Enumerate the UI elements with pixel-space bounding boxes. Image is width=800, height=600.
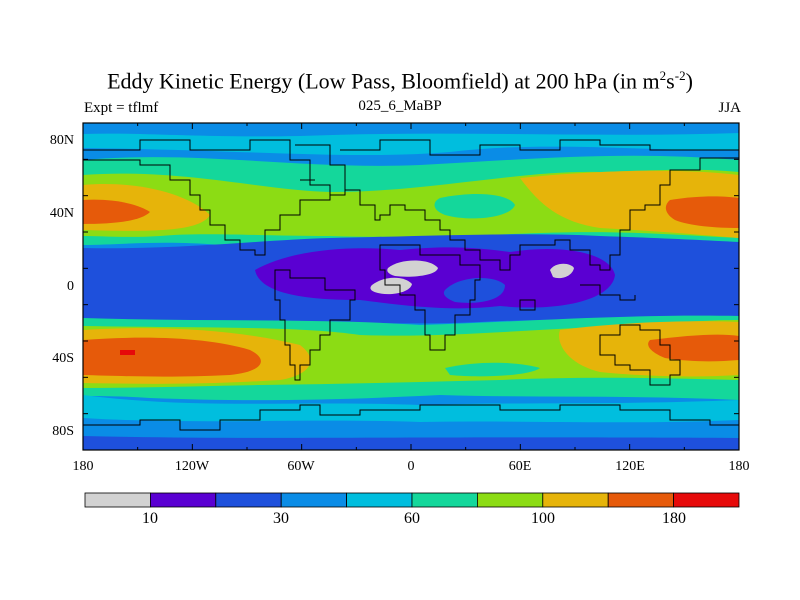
colorbar-label: 180 bbox=[662, 510, 686, 527]
coastline-australia bbox=[599, 324, 681, 386]
lon-tick-label: 0 bbox=[407, 459, 415, 474]
coastline-eurasia bbox=[340, 139, 739, 271]
coastline-africa bbox=[379, 244, 481, 351]
contour-min-3 bbox=[550, 263, 574, 279]
coastlines bbox=[83, 139, 739, 431]
colorbar-label: 60 bbox=[404, 510, 420, 527]
colorbar-swatch bbox=[607, 492, 675, 508]
coastline-greenland bbox=[295, 144, 346, 200]
axis-ticks bbox=[82, 122, 740, 451]
lat-tick-label: 40N bbox=[49, 206, 74, 221]
lon-tick-label: 120W bbox=[174, 459, 210, 474]
run-label: 025_6_MaBP bbox=[358, 98, 442, 114]
coastline-south-america bbox=[274, 269, 356, 381]
colorbar bbox=[84, 492, 740, 508]
contour-south-jet-core-w bbox=[83, 337, 261, 377]
lon-tick-label: 180 bbox=[728, 459, 750, 474]
lon-tick-label: 180 bbox=[72, 459, 94, 474]
colorbar-swatch bbox=[346, 492, 413, 508]
experiment-label: Expt = tflmf bbox=[84, 100, 159, 116]
contour-south-jet-gap bbox=[445, 362, 540, 377]
contour-equatorial-gap bbox=[443, 278, 505, 303]
map-title: Eddy Kinetic Energy (Low Pass, Bloomfiel… bbox=[107, 68, 693, 94]
lat-tick-label: 0 bbox=[67, 279, 74, 294]
filled-contours bbox=[83, 123, 739, 450]
lon-tick-label: 60W bbox=[287, 459, 315, 474]
contour-min-2 bbox=[370, 277, 412, 295]
contour-north-jet-core-e bbox=[665, 196, 739, 228]
colorbar-swatch bbox=[84, 492, 151, 508]
colorbar-swatch bbox=[280, 492, 348, 508]
contour-min-1 bbox=[387, 260, 438, 277]
coastline-southeast-asia bbox=[519, 284, 636, 311]
lat-tick-label: 80S bbox=[52, 424, 74, 439]
colorbar-swatch bbox=[215, 492, 282, 508]
lon-tick-label: 60E bbox=[508, 459, 532, 474]
contour-north-jet-core-w bbox=[83, 199, 150, 224]
lat-tick-label: 80N bbox=[49, 133, 74, 148]
season-label: JJA bbox=[718, 100, 741, 116]
colorbar-swatch bbox=[149, 492, 217, 508]
contour-equatorial-core bbox=[255, 247, 615, 309]
coastline-antarctica bbox=[83, 404, 739, 431]
colorbar-label: 30 bbox=[273, 510, 289, 527]
lon-tick-label: 120E bbox=[615, 459, 645, 474]
colorbar-label: 10 bbox=[142, 510, 158, 527]
lat-tick-label: 40S bbox=[52, 351, 74, 366]
colorbar-swatch bbox=[476, 492, 544, 508]
contour-north-jet-gap bbox=[434, 194, 515, 219]
contour-arctic-inner bbox=[83, 123, 739, 137]
contour-antarctic-core bbox=[83, 436, 739, 450]
colorbar-swatch bbox=[673, 492, 740, 508]
contour-south-jet-max bbox=[120, 350, 135, 355]
colorbar-swatch bbox=[542, 492, 609, 508]
coastline-north-america bbox=[83, 139, 331, 256]
colorbar-swatch bbox=[411, 492, 478, 508]
contour-south-jet-core-e bbox=[648, 334, 739, 362]
colorbar-label: 100 bbox=[531, 510, 555, 527]
